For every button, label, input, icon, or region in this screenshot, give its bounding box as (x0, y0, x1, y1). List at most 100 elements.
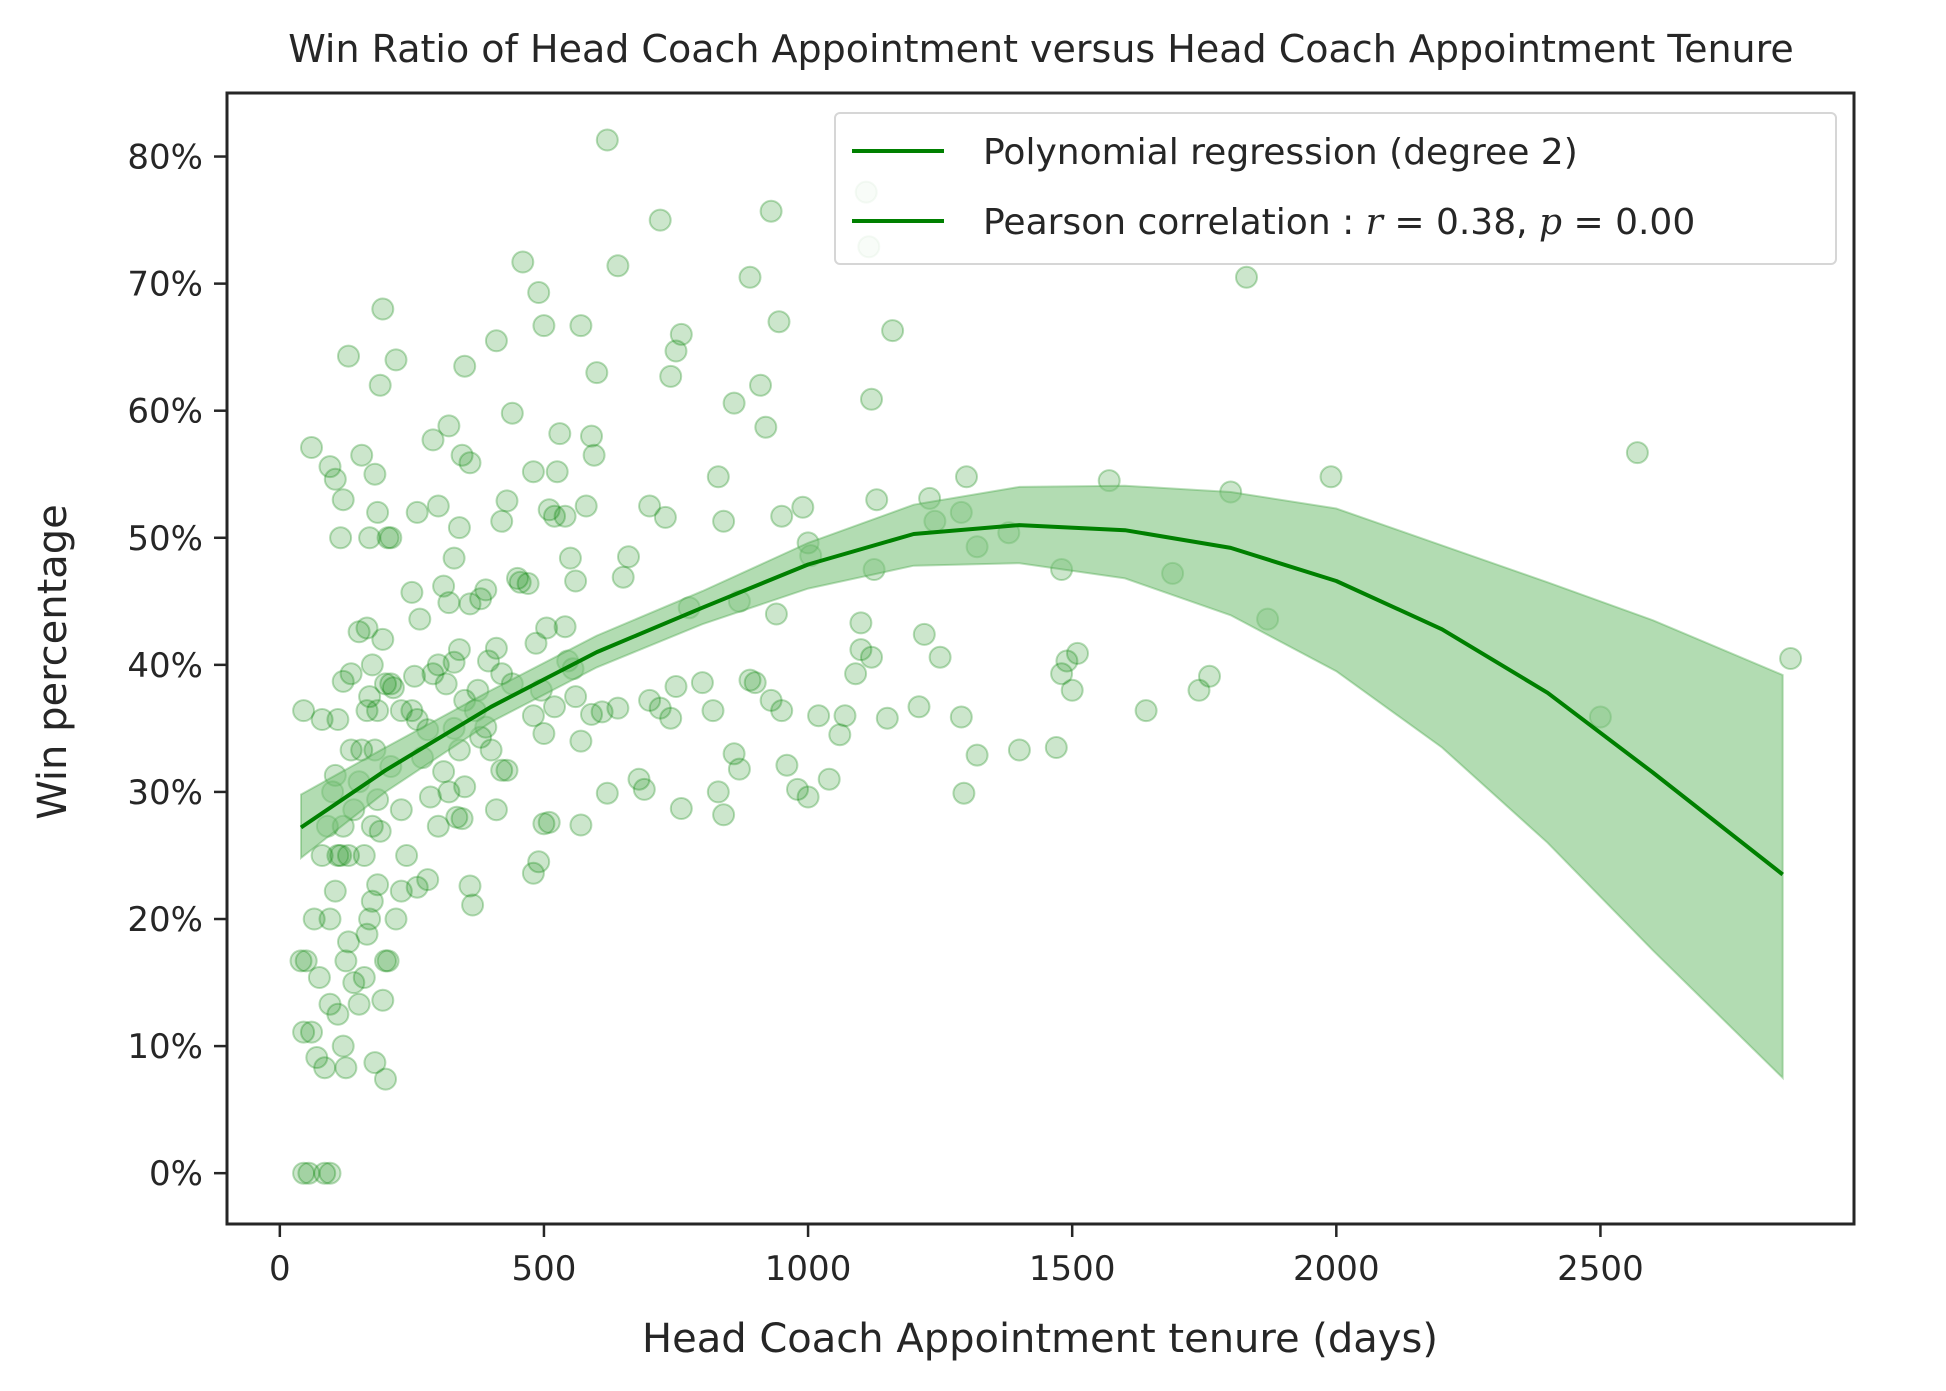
scatter-point (323, 467, 347, 491)
scatter-point (749, 373, 772, 397)
scatter-point (490, 758, 514, 782)
scatter-point (442, 546, 466, 570)
scatter-point (484, 329, 508, 353)
scatter-point (366, 699, 390, 723)
scatter-point (416, 868, 440, 892)
legend-regression-label: Polynomial regression (degree 2) (983, 132, 1578, 173)
scatter-point (453, 354, 477, 378)
legend-p-symbol: p (1539, 202, 1562, 243)
scatter-point (408, 607, 432, 631)
scatter-point (1050, 662, 1074, 686)
y-tick-label: 40% (127, 646, 203, 686)
scatter-point (606, 254, 630, 278)
scatter-point (384, 348, 408, 372)
scatter-point (949, 705, 973, 729)
scatter-point (437, 591, 461, 615)
scatter-point (384, 907, 408, 931)
scatter-point (516, 572, 540, 595)
scatter-point (337, 844, 360, 867)
scatter-point (511, 250, 535, 274)
scatter-point (426, 653, 450, 677)
scatter-point (347, 992, 371, 1016)
scatter-point (828, 723, 852, 747)
scatter-point (833, 704, 857, 728)
scatter-point (305, 1046, 329, 1069)
legend-p-value: = 0.00 (1562, 202, 1695, 243)
y-tick-label: 80% (127, 138, 203, 178)
scatter-point (786, 777, 809, 801)
scatter-point (432, 574, 456, 598)
scatter-point (1187, 678, 1211, 702)
scatter-point (1060, 678, 1084, 702)
chart-title: Win Ratio of Head Coach Appointment vers… (288, 27, 1794, 71)
scatter-point (450, 443, 474, 467)
scatter-point (627, 767, 651, 791)
scatter-point (426, 814, 450, 838)
scatter-point (738, 265, 762, 289)
scatter-point (1319, 465, 1343, 489)
scatter-point (360, 814, 384, 838)
scatter-point (368, 373, 392, 397)
scatter-point (770, 504, 794, 528)
scatter-point (352, 844, 376, 867)
scatter-point (310, 844, 334, 867)
scatter-point (331, 1034, 355, 1058)
scatter-point (648, 208, 672, 232)
scatter-point (965, 743, 989, 767)
scatter-point (590, 700, 614, 724)
scatter-point (907, 695, 931, 719)
scatter-point (712, 803, 736, 827)
scatter-point (400, 580, 424, 604)
scatter-point (329, 526, 353, 550)
scatter-point (418, 785, 442, 809)
scatter-point (582, 443, 606, 467)
scatter-point (289, 949, 313, 973)
y-tick-label: 10% (127, 1027, 203, 1067)
scatter-point (537, 810, 561, 834)
scatter-point (292, 1020, 316, 1044)
scatter-point (389, 699, 413, 723)
scatter-point (376, 949, 400, 973)
scatter-point (722, 742, 746, 766)
regression-line-layer (299, 523, 1784, 877)
scatter-point (374, 1067, 397, 1091)
x-tick-label: 2000 (1293, 1249, 1380, 1289)
scatter-point (527, 850, 551, 874)
x-axis-label: Head Coach Appointment tenure (days) (642, 1316, 1438, 1362)
legend-box (834, 112, 1837, 265)
confidence-band-layer (300, 484, 1784, 1081)
scatter-point (434, 672, 458, 696)
scatter-point (403, 664, 426, 688)
scatter-point (405, 500, 429, 524)
scatter-point (1044, 736, 1068, 759)
scatter-point (759, 199, 783, 223)
scatter-point (376, 526, 400, 550)
scatter-point (495, 489, 519, 513)
y-tick-label: 0% (149, 1154, 203, 1194)
scatter-point (445, 805, 469, 829)
legend: Polynomial regression (degree 2) Pearson… (834, 112, 1837, 265)
scatter-point (860, 387, 883, 411)
scatter-point (537, 498, 561, 522)
scatter-point (521, 861, 545, 885)
scatter-point (807, 704, 831, 728)
scatter-point (310, 708, 334, 731)
scatter-point (450, 807, 474, 831)
scatter-point (844, 662, 868, 686)
scatter-point (326, 844, 350, 867)
x-tick-label: 1500 (1029, 1249, 1116, 1289)
scatter-point (545, 460, 569, 484)
scatter-point (355, 616, 379, 640)
scatter-point (743, 671, 767, 695)
y-axis-ticks: 0% 10% 20% 30% 40% 50% 60% 70% 80% (127, 138, 227, 1194)
scatter-point (535, 616, 559, 640)
scatter-point (669, 797, 693, 820)
scatter-point (318, 907, 342, 931)
x-tick-label: 2500 (1557, 1249, 1644, 1289)
scatter-point (347, 620, 371, 644)
scatter-point (690, 671, 714, 695)
scatter-point (495, 758, 519, 782)
scatter-point (352, 966, 376, 989)
scatter-point (712, 509, 736, 533)
scatter-point (318, 455, 342, 479)
